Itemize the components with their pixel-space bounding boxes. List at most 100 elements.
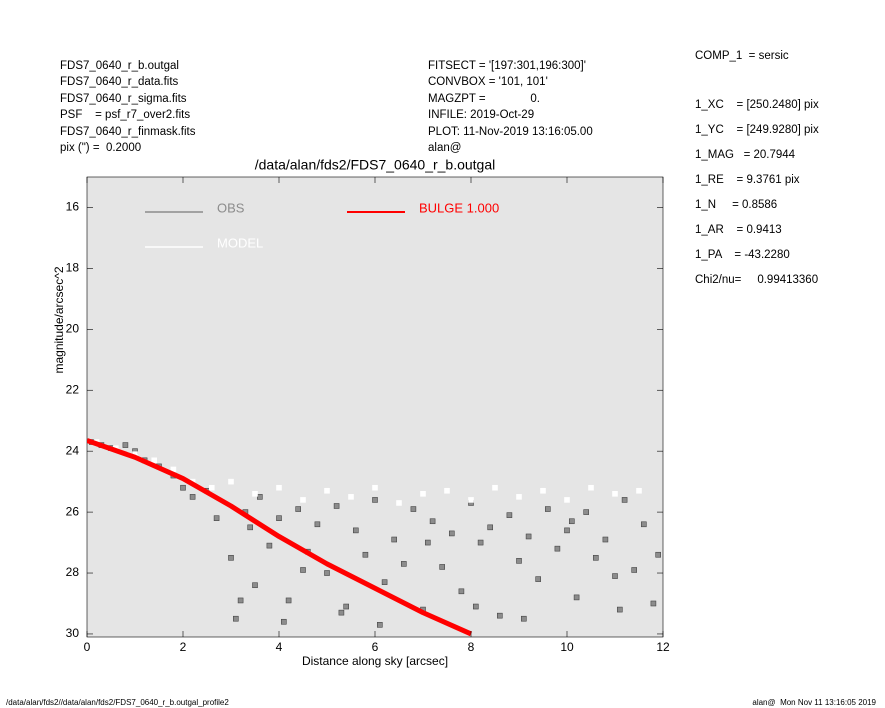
data-point	[213, 515, 220, 521]
param: 1_YC = [249.9280] pix	[695, 124, 819, 136]
data-point	[568, 518, 575, 525]
data-point	[544, 506, 551, 512]
param: 1_RE = 9.3761 pix	[695, 174, 800, 186]
info-left: FDS7_0640_r_b.outgal FDS7_0640_r_data.fit…	[60, 41, 196, 173]
data-point	[520, 615, 527, 622]
data-point	[256, 494, 263, 500]
info-line: FDS7_0640_r_finmask.fits	[60, 125, 196, 138]
data-point	[564, 497, 570, 503]
data-point	[362, 551, 369, 558]
param: 1_AR = 0.9413	[695, 224, 782, 236]
data-point	[324, 487, 330, 494]
x-tick-label: 6	[372, 640, 379, 654]
legend-label: BULGE 1.000	[419, 200, 499, 215]
data-point	[400, 561, 407, 567]
data-point	[295, 506, 302, 512]
data-point	[458, 588, 465, 595]
x-tick-label: 2	[180, 640, 187, 654]
data-point	[612, 573, 618, 579]
data-point	[631, 567, 638, 573]
param: 1_MAG = 20.7944	[695, 149, 796, 161]
data-point	[448, 530, 455, 537]
info-line: PSF = psf_r7_over2.fits	[60, 109, 191, 121]
data-point	[554, 545, 561, 552]
y-tick-label: 24	[66, 443, 80, 457]
data-point	[343, 603, 350, 610]
data-point	[209, 484, 215, 491]
data-point	[247, 524, 253, 531]
data-point	[472, 603, 479, 610]
data-point	[338, 609, 345, 616]
param: 1_PA = -43.2280	[695, 249, 790, 261]
data-point	[237, 597, 244, 604]
data-point	[621, 497, 628, 503]
x-tick-label: 12	[656, 640, 670, 654]
plot	[87, 438, 662, 637]
legend-label: OBS	[217, 200, 245, 215]
y-axis-label: magnitude/arcsec^2	[52, 266, 66, 373]
data-point	[506, 512, 513, 518]
data-point	[396, 500, 402, 506]
param: 1_XC = [250.2480] pix	[695, 99, 819, 111]
chart: /data/alan/fds2/FDS7_0640_r_b.outgal Dis…	[52, 157, 670, 668]
data-point	[444, 487, 450, 494]
data-point	[372, 484, 378, 491]
param: 1_N = 0.8586	[695, 199, 778, 211]
info-line: alan@	[428, 142, 462, 154]
info-line: INFILE: 2019-Oct-29	[428, 109, 535, 121]
data-point	[420, 491, 426, 497]
y-tick-label: 22	[66, 382, 80, 396]
info-line: PLOT: 11-Nov-2019 13:16:05.00	[428, 125, 593, 138]
info-line: FDS7_0640_r_data.fits	[60, 76, 179, 88]
data-point	[348, 494, 354, 500]
data-point	[333, 503, 340, 509]
data-point	[540, 487, 546, 494]
data-point	[564, 527, 570, 534]
info-line: FDS7_0640_r_sigma.fits	[60, 92, 187, 105]
y-tick-label: 16	[66, 200, 80, 214]
data-point	[592, 554, 599, 561]
x-tick-label: 10	[560, 640, 574, 654]
data-point	[410, 506, 417, 512]
data-point	[300, 567, 306, 573]
data-point	[276, 515, 282, 521]
data-point	[616, 606, 623, 613]
footer-left: /data/alan/fds2//data/alan/fds2/FDS7_064…	[6, 698, 229, 707]
y-tick-label: 26	[66, 504, 80, 518]
data-point	[266, 542, 273, 549]
data-point	[352, 527, 359, 534]
data-point	[122, 442, 129, 448]
data-point	[588, 484, 594, 491]
data-point	[439, 564, 446, 570]
chart-title: /data/alan/fds2/FDS7_0640_r_b.outgal	[255, 157, 496, 173]
info-line: CONVBOX = '101, 101'	[428, 76, 548, 88]
data-point	[314, 521, 321, 528]
data-point	[640, 521, 647, 528]
y-tick-label: 18	[66, 261, 80, 275]
data-point	[573, 594, 580, 601]
y-tick-label: 20	[66, 321, 80, 335]
data-point	[516, 558, 522, 564]
data-point	[228, 554, 234, 561]
data-point	[535, 576, 542, 582]
data-point	[228, 478, 234, 485]
data-point	[602, 536, 609, 543]
data-point	[429, 518, 436, 525]
data-point	[276, 484, 282, 491]
y-tick-label: 30	[66, 626, 80, 640]
data-point	[280, 618, 287, 625]
data-point	[583, 509, 590, 515]
data-point	[468, 497, 474, 503]
data-point	[487, 524, 494, 531]
y-tick-label: 28	[66, 565, 80, 579]
data-point	[381, 579, 388, 585]
data-point	[477, 539, 484, 546]
data-point	[636, 487, 642, 494]
data-point	[424, 539, 431, 546]
data-point	[300, 497, 306, 503]
x-tick-label: 4	[276, 640, 283, 654]
info-line: FDS7_0640_r_b.outgal	[60, 59, 179, 72]
data-point	[516, 494, 522, 500]
data-point	[655, 551, 662, 558]
